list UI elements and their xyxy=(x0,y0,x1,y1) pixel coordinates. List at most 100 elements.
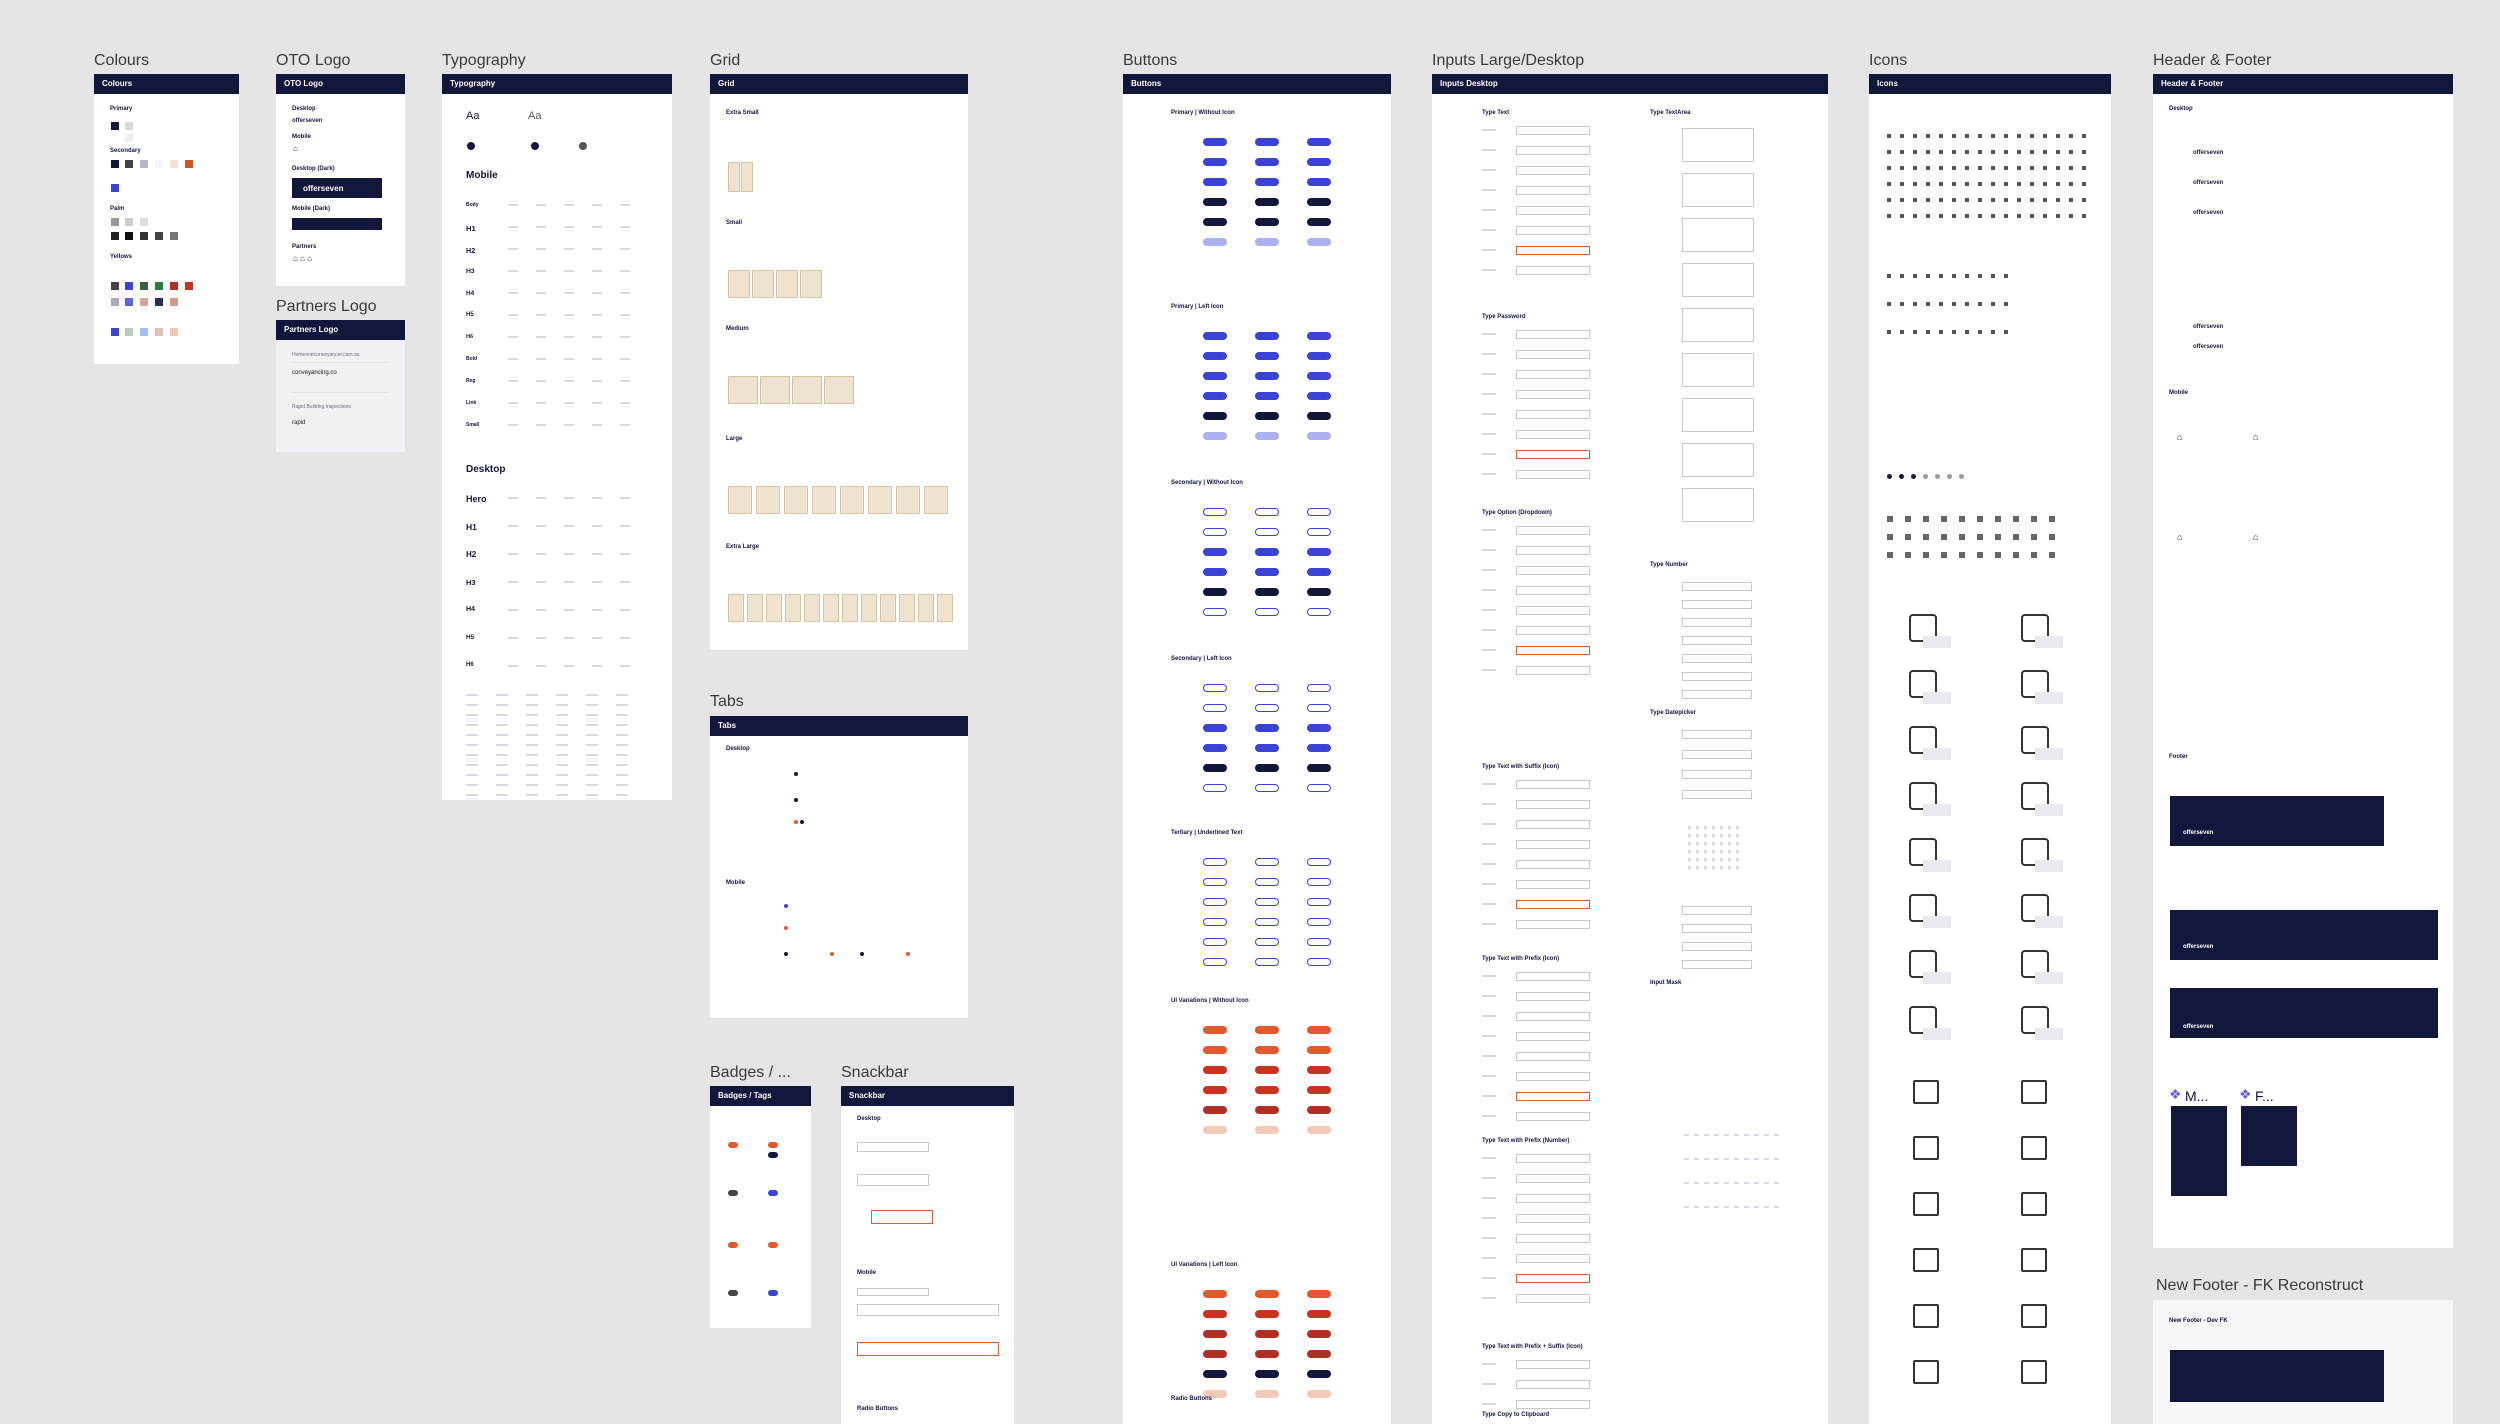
input-label xyxy=(1482,549,1496,551)
illustration-shadow xyxy=(1923,804,1951,816)
button-sample xyxy=(1255,744,1279,752)
small-icon xyxy=(1887,474,1892,479)
small-icon xyxy=(2043,182,2047,186)
frame-label-buttons[interactable]: Buttons xyxy=(1123,52,1178,69)
typography-cell xyxy=(536,581,546,583)
typography-cell xyxy=(496,754,508,756)
button-sample xyxy=(1203,1086,1227,1094)
calendar-day xyxy=(1720,834,1723,837)
button-sample xyxy=(1255,704,1279,712)
typography-cell xyxy=(496,714,508,716)
swatch-grey xyxy=(125,122,133,130)
typography-cell xyxy=(620,637,630,639)
small-icon xyxy=(2030,150,2034,154)
component-label[interactable]: M... xyxy=(2185,1088,2209,1104)
text-input xyxy=(1516,1072,1590,1081)
text-input xyxy=(1516,126,1590,135)
input-label xyxy=(1482,609,1496,611)
typography-cell xyxy=(616,754,628,756)
badge xyxy=(768,1142,778,1148)
small-icon xyxy=(2013,552,2019,558)
typography-cell xyxy=(586,734,598,736)
mask-char xyxy=(1684,1158,1689,1160)
typography-cell xyxy=(564,270,574,272)
hf-mobile-icon: ⌂ xyxy=(2177,532,2183,542)
tab-indicator xyxy=(794,772,798,776)
small-icon xyxy=(2082,182,2086,186)
typography-frame[interactable]: Typography Aa Aa Mobile Desktop Body H1 H2… xyxy=(442,74,672,800)
tabs-frame[interactable]: Tabs Desktop Mobile xyxy=(710,716,968,1018)
new-footer-frame[interactable]: New Footer - Dev FK xyxy=(2153,1300,2453,1424)
text-input xyxy=(1516,860,1590,869)
button-sample xyxy=(1203,1310,1227,1318)
button-sample xyxy=(1307,198,1331,206)
small-icon xyxy=(2030,182,2034,186)
inputs-section-title: Type TextArea xyxy=(1650,110,1691,116)
input-label xyxy=(1482,923,1496,925)
typography-cell xyxy=(616,794,628,796)
typography-cell xyxy=(466,754,478,756)
small-icon xyxy=(2049,552,2055,558)
frame-label-colours[interactable]: Colours xyxy=(94,52,150,69)
partners-logo-frame[interactable]: Partners Logo Homeoneconveyancer.com.au … xyxy=(276,320,405,452)
frame-label-badges[interactable]: Badges / ... xyxy=(710,1064,791,1081)
typography-cell xyxy=(508,314,518,316)
small-icon xyxy=(2030,198,2034,202)
small-icon xyxy=(2069,198,2073,202)
badges-frame[interactable]: Badges / Tags xyxy=(710,1086,811,1328)
frame-label-inputs[interactable]: Inputs Large/Desktop xyxy=(1432,52,1585,69)
input-label xyxy=(1482,529,1496,531)
grid-frame[interactable]: Grid Extra Small Small Medium Large Extr… xyxy=(710,74,968,650)
swatch xyxy=(125,160,133,168)
colours-frame[interactable]: Colours Primary Secondary Palm Yellows xyxy=(94,74,239,364)
button-sample xyxy=(1307,588,1331,596)
inputs-frame[interactable]: Inputs Desktop Type Text Type Password Typ… xyxy=(1432,74,1828,1424)
oto-logo-frame[interactable]: OTO Logo Desktop offerseven Mobile ⌂ Des… xyxy=(276,74,405,286)
typography-cell xyxy=(564,525,574,527)
button-sample xyxy=(1203,432,1227,440)
frame-label-tabs[interactable]: Tabs xyxy=(710,693,744,710)
button-sample xyxy=(1203,588,1227,596)
typography-cell xyxy=(564,637,574,639)
small-icon xyxy=(2017,198,2021,202)
button-sample xyxy=(1203,898,1227,906)
small-icon xyxy=(2013,534,2019,540)
text-input xyxy=(1516,840,1590,849)
buttons-section-title: UI Variations | Without Icon xyxy=(1171,998,1249,1004)
typography-cell xyxy=(564,609,574,611)
frame-label-new-footer[interactable]: New Footer - FK Reconstruct xyxy=(2156,1277,2364,1294)
icons-frame[interactable]: Icons xyxy=(1869,74,2111,1424)
frame-label-grid[interactable]: Grid xyxy=(710,52,741,69)
colours-secondary-label: Secondary xyxy=(110,148,141,154)
frame-label-snackbar[interactable]: Snackbar xyxy=(841,1064,909,1081)
input-label xyxy=(1482,1115,1496,1117)
small-icon xyxy=(2056,134,2060,138)
component-diamond-icon[interactable]: ❖ xyxy=(2169,1086,2182,1102)
small-icon xyxy=(2049,534,2055,540)
component-label[interactable]: F... xyxy=(2255,1088,2274,1104)
calendar-day xyxy=(1720,842,1723,845)
typography-cell xyxy=(526,774,538,776)
frame-label-typography[interactable]: Typography xyxy=(442,52,526,69)
frame-label-partners-logo[interactable]: Partners Logo xyxy=(276,298,377,315)
frame-label-oto-logo[interactable]: OTO Logo xyxy=(276,52,351,69)
small-icon xyxy=(1991,198,1995,202)
typography-cell xyxy=(496,704,508,706)
tabs-header: Tabs xyxy=(710,716,968,736)
inputs-section-title: Type Text with Prefix (Icon) xyxy=(1482,956,1560,962)
grid-col xyxy=(840,486,864,514)
calendar-day xyxy=(1696,842,1699,845)
frame-label-icons[interactable]: Icons xyxy=(1869,52,1908,69)
input-label xyxy=(1482,1237,1496,1239)
button-sample xyxy=(1255,432,1279,440)
snackbar-frame[interactable]: Snackbar Desktop Mobile Radio Buttons xyxy=(841,1086,1014,1424)
header-footer-frame[interactable]: Header & Footer Desktop offerseven offer… xyxy=(2153,74,2453,1248)
illustration-icon xyxy=(1913,1080,1939,1104)
hf-mobile-label: Mobile xyxy=(2169,390,2188,396)
frame-label-header-footer[interactable]: Header & Footer xyxy=(2153,52,2272,69)
small-icon xyxy=(2004,134,2008,138)
component-diamond-icon[interactable]: ❖ xyxy=(2239,1086,2252,1102)
buttons-frame[interactable]: Buttons Primary | Without Icon Primary | … xyxy=(1123,74,1391,1424)
input-label xyxy=(1482,1035,1496,1037)
input-label xyxy=(1482,843,1496,845)
